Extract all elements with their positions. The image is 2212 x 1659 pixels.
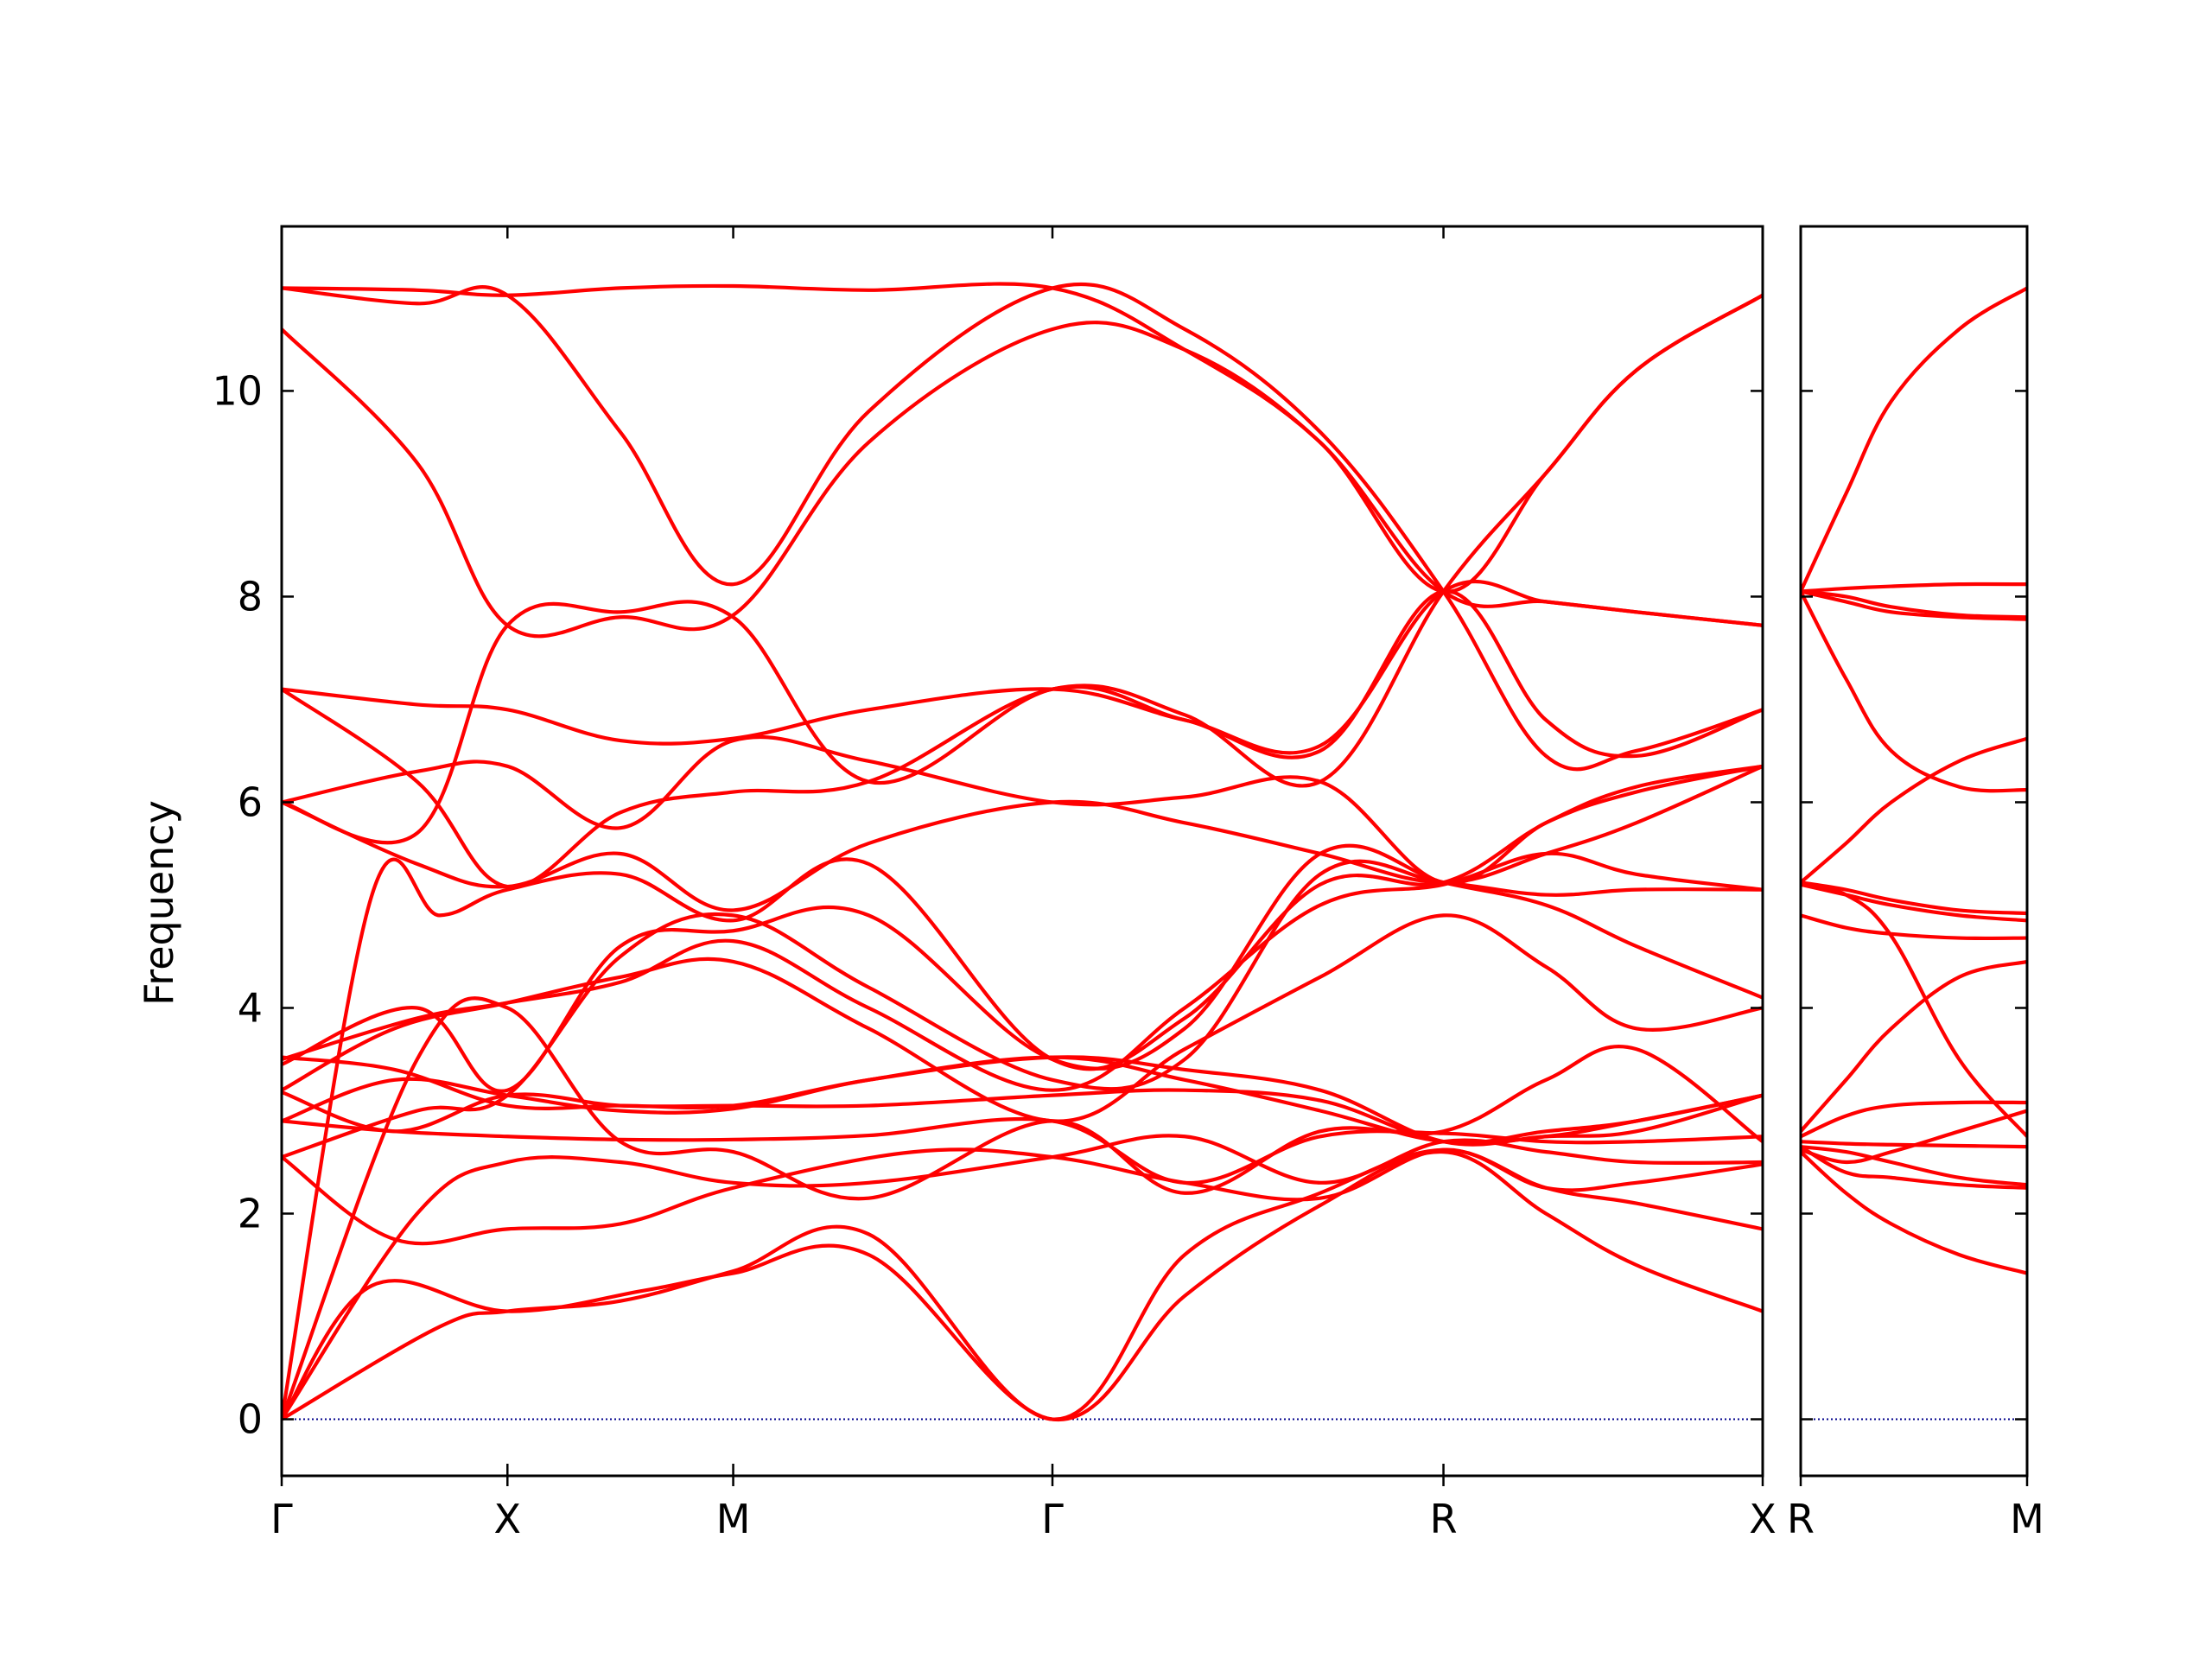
y-tick-label: 10	[212, 367, 263, 414]
phonon-band-13	[1801, 589, 2027, 793]
x-tick-label: R	[1430, 1496, 1458, 1542]
phonon-band-5	[1801, 1109, 2027, 1165]
phonon-band-14	[282, 859, 1763, 1160]
phonon-band-13	[282, 843, 1763, 1093]
y-tick-label: 6	[238, 779, 263, 825]
phonon-band-11	[282, 851, 1763, 1092]
y-tick-label: 2	[238, 1191, 263, 1237]
phonon-band-4	[1801, 1140, 2027, 1149]
phonon-band-17	[1801, 286, 2027, 594]
y-tick-label: 4	[238, 984, 263, 1031]
phonon-band-2	[1801, 1145, 2027, 1190]
x-tick-label: M	[716, 1496, 751, 1542]
y-tick-label: 8	[238, 573, 263, 620]
x-tick-label: Γ	[270, 1496, 293, 1542]
phonon-band-15	[1801, 589, 2027, 620]
phonon-band-20	[282, 293, 1763, 639]
phonon-band-6	[1801, 1100, 2027, 1139]
panel-frame	[1799, 225, 2029, 1478]
x-tick-label: X	[1749, 1496, 1777, 1542]
phonon-band-10	[1801, 882, 2027, 923]
x-tick-label: M	[2010, 1496, 2044, 1542]
phonon-band-17	[282, 734, 1763, 886]
y-tick-label: 0	[238, 1396, 263, 1443]
phonon-band-1	[1801, 1150, 2027, 1275]
band-group	[282, 282, 1763, 1421]
phonon-band-12	[1801, 736, 2027, 885]
phonon-band-16	[1801, 582, 2027, 594]
phonon-band-22	[282, 282, 1763, 627]
phonon-band-11	[1801, 880, 2027, 916]
phonon-band-12	[282, 764, 1763, 1421]
panel-1: 0 2 4 6 8 10 Γ X M Γ R X	[212, 225, 1777, 1542]
band-group	[1801, 286, 2027, 1275]
phonon-band-6	[282, 996, 1763, 1421]
phonon-band-3	[1801, 1145, 2027, 1187]
x-tick-label: Γ	[1041, 1496, 1064, 1542]
phonon-band-4	[282, 1134, 1763, 1421]
phonon-band-21	[282, 282, 1763, 772]
phonon-band-14	[1801, 589, 2027, 621]
y-axis-label: Frequency	[136, 800, 182, 1006]
x-tick-label: R	[1787, 1496, 1815, 1542]
x-tick-label: X	[494, 1496, 522, 1542]
phonon-band-7	[1801, 959, 2027, 1134]
panel-frame	[280, 225, 1764, 1478]
